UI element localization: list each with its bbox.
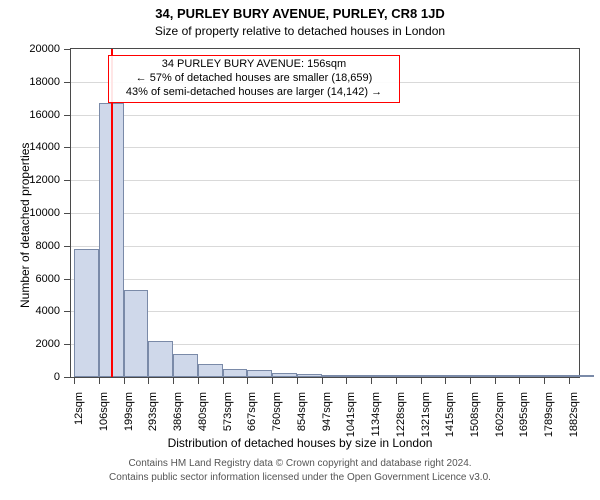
xtick [247,378,248,384]
xtick [322,378,323,384]
histogram-bar [223,369,248,377]
gridline [71,115,579,116]
xtick [371,378,372,384]
xtick [74,378,75,384]
copyright-line-1: Contains HM Land Registry data © Crown c… [0,458,600,469]
ytick-label: 16000 [0,109,60,121]
xtick [544,378,545,384]
histogram-bar [198,364,223,377]
xtick [519,378,520,384]
xtick [421,378,422,384]
histogram-bar [247,370,272,377]
ytick-label: 0 [0,371,60,383]
histogram-bar [371,375,396,377]
ytick [64,147,70,148]
histogram-bar [519,375,544,377]
ytick [64,311,70,312]
histogram-bar [544,375,569,377]
gridline [71,147,579,148]
histogram-bar [396,375,421,377]
xtick [148,378,149,384]
ytick [64,82,70,83]
gridline [71,180,579,181]
ytick [64,377,70,378]
histogram-bar [470,375,495,377]
histogram-bar [173,354,198,377]
annotation-line: 43% of semi-detached houses are larger (… [113,86,395,100]
xtick [396,378,397,384]
ytick [64,213,70,214]
xtick [569,378,570,384]
ytick-label: 20000 [0,43,60,55]
histogram-bar [297,374,322,377]
ytick [64,49,70,50]
histogram-bar [124,290,149,377]
histogram-bar [322,375,347,377]
xtick [198,378,199,384]
annotation-line: ← 57% of detached houses are smaller (18… [113,72,395,86]
xtick [124,378,125,384]
chart-subtitle: Size of property relative to detached ho… [0,24,600,38]
xtick [346,378,347,384]
ytick-label: 18000 [0,76,60,88]
xtick [173,378,174,384]
gridline [71,213,579,214]
histogram-bar [272,373,297,377]
xtick [495,378,496,384]
gridline [71,279,579,280]
annotation-box: 34 PURLEY BURY AVENUE: 156sqm← 57% of de… [108,55,400,103]
xtick [297,378,298,384]
ytick [64,115,70,116]
histogram-bar [495,375,520,377]
ytick [64,246,70,247]
ytick [64,180,70,181]
xtick [445,378,446,384]
chart-title: 34, PURLEY BURY AVENUE, PURLEY, CR8 1JD [0,6,600,21]
xtick [99,378,100,384]
ytick [64,279,70,280]
copyright-line-2: Contains public sector information licen… [0,472,600,483]
annotation-line: 34 PURLEY BURY AVENUE: 156sqm [113,58,395,72]
histogram-bar [445,375,470,377]
gridline [71,246,579,247]
histogram-bar [421,375,446,377]
y-axis-label: Number of detached properties [18,143,32,308]
x-axis-label: Distribution of detached houses by size … [0,436,600,450]
ytick-label: 2000 [0,338,60,350]
histogram-bar [346,375,371,377]
histogram-bar [74,249,99,377]
xtick [470,378,471,384]
xtick [272,378,273,384]
histogram-bar [569,375,594,377]
histogram-bar [148,341,173,377]
ytick [64,344,70,345]
xtick [223,378,224,384]
